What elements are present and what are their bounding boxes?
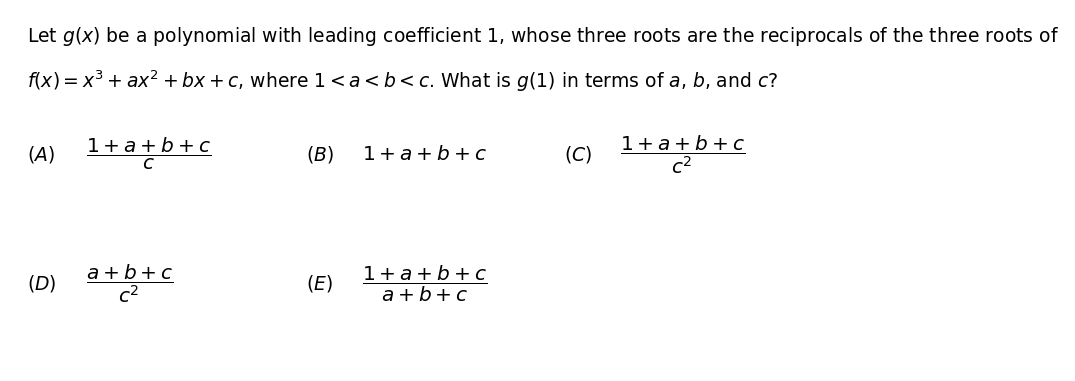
Text: $\dfrac{1+a+b+c}{a+b+c}$: $\dfrac{1+a+b+c}{a+b+c}$ — [362, 264, 487, 304]
Text: Let $g(x)$ be a polynomial with leading coefficient 1, whose three roots are the: Let $g(x)$ be a polynomial with leading … — [27, 25, 1059, 48]
Text: $1+a+b+c$: $1+a+b+c$ — [362, 145, 487, 164]
Text: $(D)$: $(D)$ — [27, 273, 56, 295]
Text: $f(x) = x^3 + ax^2 + bx + c$, where $1 < a < b < c$. What is $g(1)$ in terms of : $f(x) = x^3 + ax^2 + bx + c$, where $1 <… — [27, 69, 778, 94]
Text: $(A)$: $(A)$ — [27, 144, 55, 165]
Text: $(B)$: $(B)$ — [306, 144, 334, 165]
Text: $(E)$: $(E)$ — [306, 273, 333, 295]
Text: $\dfrac{a+b+c}{c^2}$: $\dfrac{a+b+c}{c^2}$ — [86, 263, 173, 305]
Text: $(C)$: $(C)$ — [564, 144, 592, 165]
Text: $\dfrac{1+a+b+c}{c^2}$: $\dfrac{1+a+b+c}{c^2}$ — [620, 133, 745, 176]
Text: $\dfrac{1+a+b+c}{c}$: $\dfrac{1+a+b+c}{c}$ — [86, 136, 211, 173]
